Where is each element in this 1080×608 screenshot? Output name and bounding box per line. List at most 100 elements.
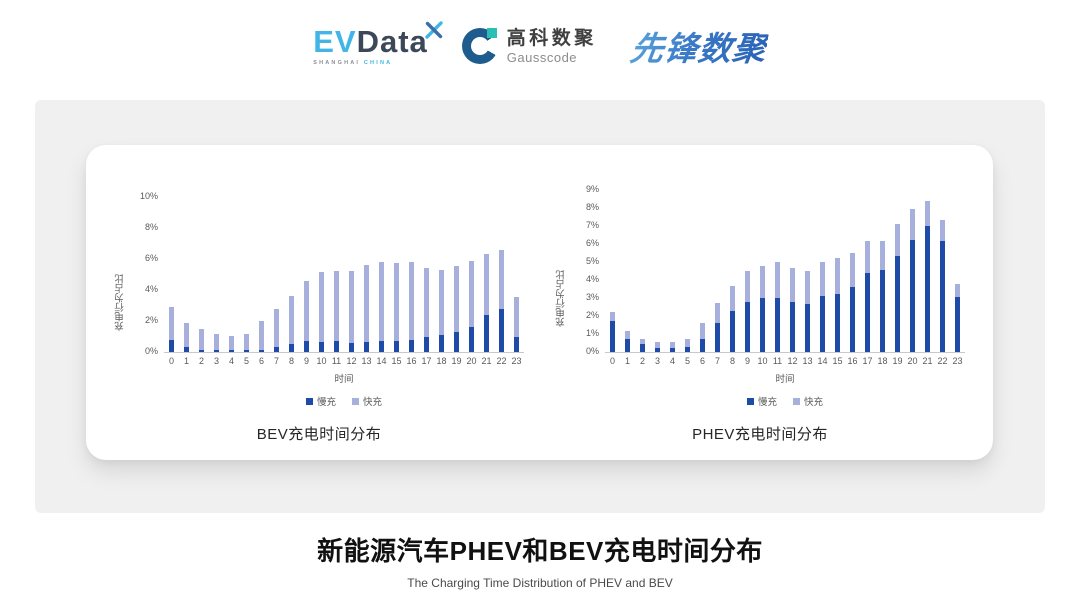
x-tick-label: 13 xyxy=(361,356,372,366)
stacked-bar-hour-19 xyxy=(454,265,459,352)
legend-item-快充: 快充 xyxy=(793,394,823,408)
slow-charge-segment xyxy=(670,347,675,352)
slow-charge-segment xyxy=(334,341,339,352)
x-tick-label: 16 xyxy=(406,356,417,366)
legend-item-慢充: 慢充 xyxy=(746,394,777,408)
stacked-bar-hour-5 xyxy=(685,339,690,352)
legend-label: 慢充 xyxy=(757,397,777,408)
x-tick-label: 21 xyxy=(922,356,933,366)
slow-charge-segment xyxy=(655,347,660,352)
fast-charge-segment xyxy=(850,253,855,288)
x-tick-label: 23 xyxy=(511,356,522,366)
x-tick-label: 10 xyxy=(757,356,768,366)
stacked-bar-hour-1 xyxy=(184,322,189,352)
slow-charge-segment xyxy=(850,287,855,352)
slow-charge-segment xyxy=(349,342,354,352)
chart-title: PHEV充电时间分布 xyxy=(692,426,828,443)
y-tick-label: 2% xyxy=(585,310,599,320)
fast-charge-segment xyxy=(805,271,810,305)
x-tick-label: 2 xyxy=(639,356,645,366)
y-tick-label: 6% xyxy=(585,238,599,248)
fast-charge-segment xyxy=(364,265,369,342)
y-tick-label: 10% xyxy=(139,191,158,201)
x-tick-label: 8 xyxy=(288,356,294,366)
stacked-bar-hour-11 xyxy=(334,271,339,352)
legend: 慢充 快充 xyxy=(605,394,965,408)
gray-panel: 充电行为占比 0% 2% 4% 6% 8% 10% 0 1 2 3 4 5 6 7 8 9 10 11 12 13 14 1… xyxy=(35,100,1045,513)
y-tick-label: 8% xyxy=(144,222,158,232)
slow-charge-segment xyxy=(745,301,750,352)
slow-charge-segment xyxy=(199,349,204,352)
fast-charge-segment xyxy=(199,328,204,350)
stacked-bar-hour-0 xyxy=(169,307,174,352)
stacked-bar-hour-6 xyxy=(700,323,705,352)
stacked-bar-hour-13 xyxy=(805,271,810,352)
gausscode-cn-text: 高科数聚 xyxy=(506,27,597,49)
slow-charge-segment xyxy=(820,296,825,352)
slow-charge-segment xyxy=(880,270,885,352)
slow-charge-segment xyxy=(790,301,795,352)
slow-charge-segment xyxy=(229,350,234,352)
fast-charge-segment xyxy=(610,311,615,321)
stacked-bar-hour-10 xyxy=(760,265,765,352)
slow-charge-segment xyxy=(610,320,615,352)
slow-charge-segment xyxy=(469,327,474,352)
stacked-bar-hour-22 xyxy=(499,250,504,352)
fast-charge-segment xyxy=(304,280,309,342)
fast-charge-segment xyxy=(514,296,519,338)
x-tick-label: 7 xyxy=(714,356,720,366)
chart-title: BEV充电时间分布 xyxy=(256,426,382,443)
fast-charge-segment xyxy=(625,331,630,339)
fast-charge-segment xyxy=(409,262,414,340)
slow-charge-segment xyxy=(274,346,279,352)
slow-charge-segment xyxy=(319,341,324,352)
stacked-bar-hour-3 xyxy=(655,342,660,352)
x-tick-label: 20 xyxy=(466,356,477,366)
slow-charge-segment xyxy=(685,346,690,352)
x-tick-label: 9 xyxy=(303,356,309,366)
fast-charge-segment xyxy=(259,321,264,350)
legend-swatch xyxy=(793,397,800,405)
x-tick-label: 22 xyxy=(496,356,507,366)
legend-label: 慢充 xyxy=(316,397,336,408)
stacked-bar-hour-2 xyxy=(199,328,204,352)
x-tick-label: 15 xyxy=(832,356,843,366)
stacked-bar-hour-15 xyxy=(394,262,399,352)
bev-chart: 充电行为占比 0% 2% 4% 6% 8% 10% 0 1 2 3 4 5 6 7 8 9 10 11 12 13 14 1… xyxy=(114,192,524,444)
x-tick-label: 18 xyxy=(877,356,888,366)
x-tick-label: 14 xyxy=(376,356,387,366)
fast-charge-segment xyxy=(895,224,900,256)
stacked-bar-hour-7 xyxy=(274,308,279,352)
x-axis-title: 时间 xyxy=(775,374,795,385)
stacked-bar-hour-6 xyxy=(259,321,264,352)
y-tick-label: 8% xyxy=(585,202,599,212)
slow-charge-segment xyxy=(214,350,219,352)
slow-charge-segment xyxy=(514,337,519,352)
x-tick-label: 17 xyxy=(862,356,873,366)
fast-charge-segment xyxy=(940,219,945,242)
gausscode-en-text: Gausscode xyxy=(506,49,578,65)
x-tick-label: 22 xyxy=(937,356,948,366)
gausscode-logo: 高科数聚 Gausscode xyxy=(461,27,597,65)
x-tick-label: 6 xyxy=(699,356,705,366)
fast-charge-segment xyxy=(184,322,189,347)
legend-swatch xyxy=(746,397,754,405)
stacked-bar-hour-3 xyxy=(214,334,219,352)
legend-label: 快充 xyxy=(804,397,824,408)
y-tick-label: 7% xyxy=(585,220,599,230)
evdata-data-text: Data xyxy=(356,23,428,59)
fast-charge-segment xyxy=(169,307,174,341)
fast-charge-segment xyxy=(469,260,474,328)
x-tick-label: 13 xyxy=(802,356,813,366)
evdata-x-icon xyxy=(425,20,443,39)
x-tick-label: 16 xyxy=(847,356,858,366)
slow-charge-segment xyxy=(955,297,960,352)
x-tick-label: 17 xyxy=(421,356,432,366)
page-subtitle: The Charging Time Distribution of PHEV a… xyxy=(407,576,673,590)
fast-charge-segment xyxy=(334,271,339,342)
slow-charge-segment xyxy=(940,241,945,352)
slow-charge-segment xyxy=(775,298,780,352)
slow-charge-segment xyxy=(499,308,504,352)
fast-charge-segment xyxy=(640,338,645,344)
fast-charge-segment xyxy=(730,286,735,311)
